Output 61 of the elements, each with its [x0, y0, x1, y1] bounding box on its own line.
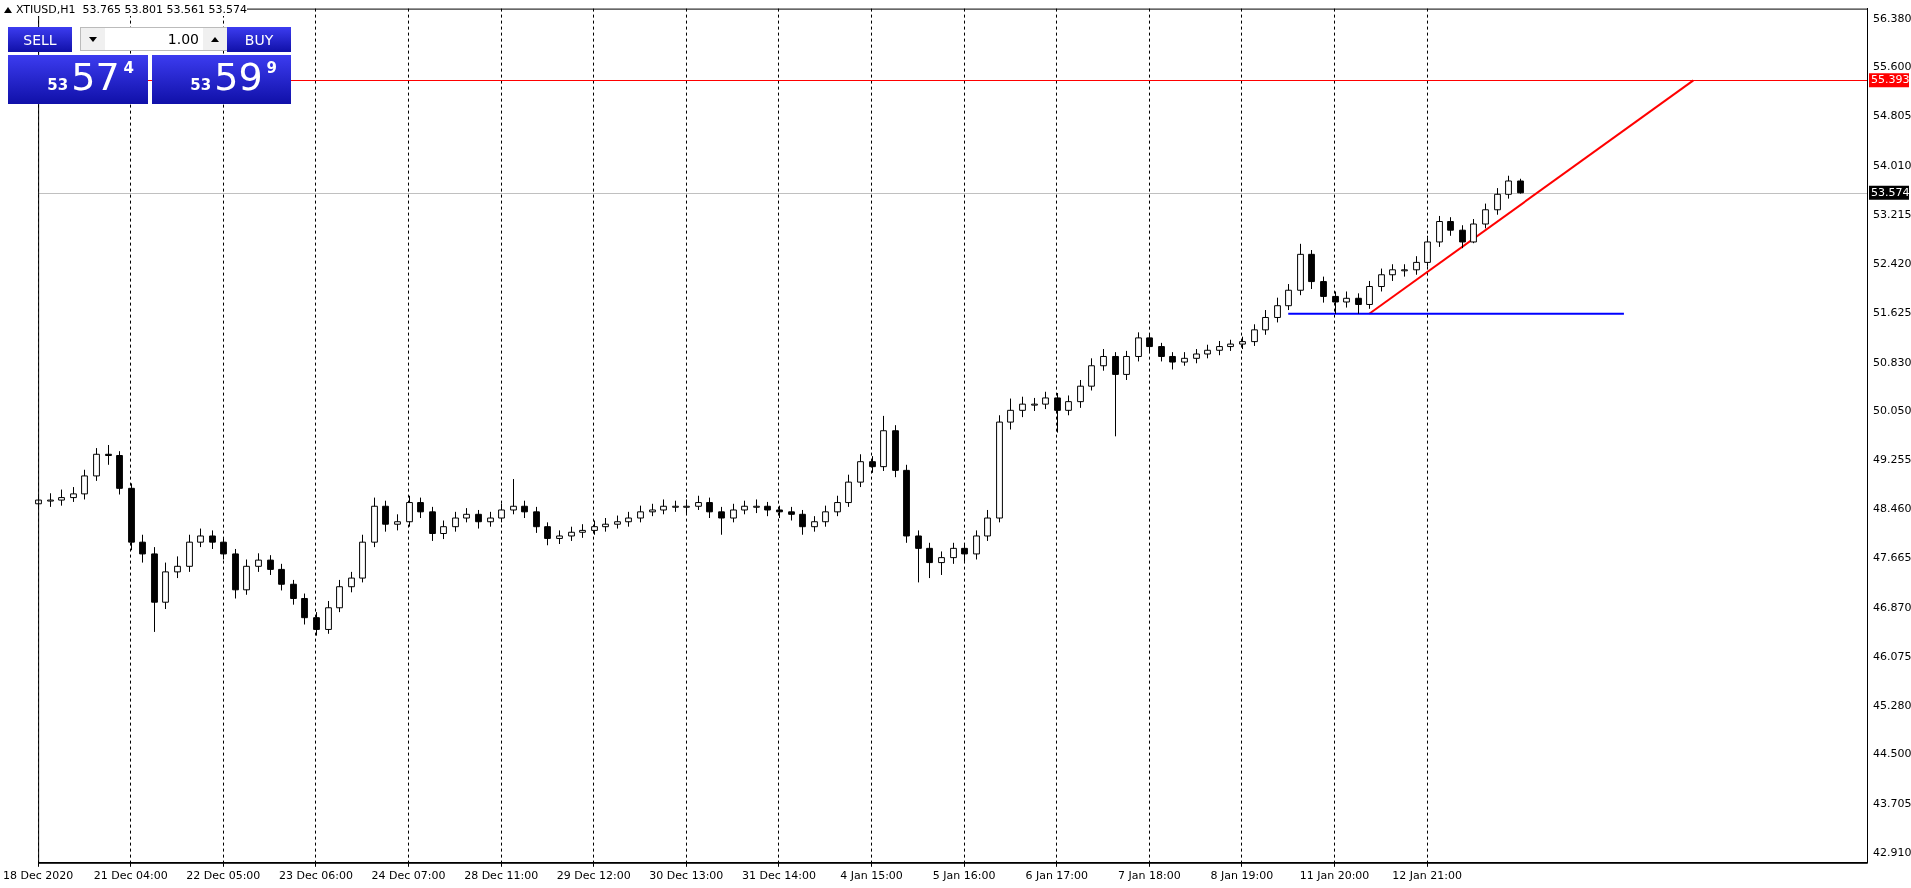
annotation: 57	[71, 55, 120, 99]
y-tick-label: 53.215	[1873, 207, 1911, 221]
chart-title: XTIUSD,H1 53.765 53.801 53.561 53.574	[16, 3, 248, 16]
annotation: 4	[123, 59, 134, 77]
candlestick	[1447, 216, 1454, 237]
y-tick-label: 52.420	[1873, 257, 1911, 271]
buy-button: BUY	[227, 27, 291, 52]
x-tick-label: 29 Dec 12:00	[556, 869, 631, 883]
y-tick-label: 44.500	[1873, 747, 1911, 761]
number-field: 1.00	[105, 28, 203, 50]
annotation: 53	[47, 76, 69, 94]
candlestick	[1088, 357, 1095, 392]
x-tick-label: 23 Dec 06:00	[278, 869, 353, 883]
annotation: 59	[214, 55, 263, 99]
x-tick-label: 11 Jan 20:00	[1299, 869, 1370, 883]
y-tick-label: 54.805	[1873, 109, 1911, 123]
candlestick	[1366, 280, 1373, 310]
candlestick	[1378, 268, 1385, 292]
candlestick	[429, 506, 436, 542]
y-tick-label: 45.280	[1873, 699, 1911, 713]
y-tick-label: 55.600	[1873, 60, 1911, 74]
x-tick-label: 7 Jan 18:00	[1118, 869, 1181, 883]
y-tick-label: 47.665	[1873, 551, 1911, 565]
y-tick-label: 46.075	[1873, 649, 1911, 663]
annotation: 53	[190, 76, 212, 94]
y-tick-label: 54.010	[1873, 158, 1911, 172]
candlestick	[325, 600, 332, 635]
candlestick	[1135, 331, 1142, 362]
y-tick-label: 42.910	[1873, 845, 1911, 859]
y-tick-label: 50.830	[1873, 355, 1911, 369]
x-tick-label: 6 Jan 17:00	[1025, 869, 1089, 883]
x-tick-label: 18 Dec 2020	[2, 869, 74, 883]
x-tick-label: 30 Dec 13:00	[649, 869, 724, 883]
y-tick-label: 43.705	[1873, 796, 1911, 810]
candlestick	[1274, 297, 1281, 323]
candlestick	[1158, 342, 1165, 362]
y-tick-label: 46.870	[1873, 600, 1911, 614]
candlestick	[1320, 276, 1327, 304]
x-tick-label: 28 Dec 11:00	[464, 869, 539, 883]
sell-button: SELL	[8, 27, 72, 52]
x-tick-label: 4 Jan 15:00	[840, 869, 903, 883]
x-tick-label: 12 Jan 21:00	[1392, 869, 1462, 883]
candlestick	[544, 521, 551, 546]
x-tick-label: 24 Dec 07:00	[371, 869, 446, 883]
x-tick-label: 22 Dec 05:00	[186, 869, 261, 883]
y-tick-label: 49.255	[1873, 453, 1911, 467]
ref-line-label: 53.574	[1871, 185, 1910, 199]
candlestick	[440, 520, 447, 540]
y-tick-label: 56.380	[1873, 11, 1911, 25]
x-tick-label: 5 Jan 16:00	[932, 869, 996, 883]
candlestick	[857, 453, 864, 488]
candlestick	[1065, 394, 1072, 416]
y-tick-label: 48.460	[1873, 502, 1911, 516]
x-tick-label: 8 Jan 19:00	[1210, 869, 1274, 883]
x-tick-label: 21 Dec 04:00	[93, 869, 168, 883]
candlestick	[718, 506, 725, 536]
ref-line-label: 55.393	[1871, 73, 1910, 87]
annotation: 9	[266, 59, 277, 77]
y-tick-label: 51.625	[1873, 306, 1911, 320]
y-tick-label: 50.050	[1873, 403, 1911, 417]
x-tick-label: 31 Dec 14:00	[741, 869, 816, 883]
